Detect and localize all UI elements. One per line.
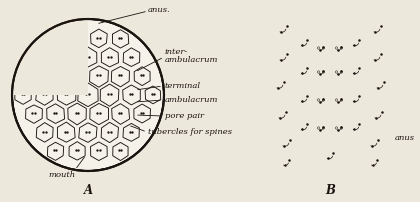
Polygon shape bbox=[69, 142, 85, 160]
Polygon shape bbox=[285, 78, 322, 120]
Text: terminal: terminal bbox=[165, 82, 201, 90]
Text: mouth: mouth bbox=[48, 171, 76, 179]
Polygon shape bbox=[58, 48, 75, 68]
Polygon shape bbox=[36, 123, 53, 142]
Polygon shape bbox=[36, 48, 53, 67]
Polygon shape bbox=[311, 60, 332, 85]
Polygon shape bbox=[265, 5, 302, 51]
Polygon shape bbox=[101, 122, 118, 143]
Text: pore pair: pore pair bbox=[165, 112, 204, 120]
Polygon shape bbox=[326, 84, 341, 101]
Polygon shape bbox=[331, 85, 347, 103]
Polygon shape bbox=[112, 104, 130, 124]
Polygon shape bbox=[47, 142, 64, 160]
Bar bbox=[0, 0, 88, 95]
Polygon shape bbox=[26, 105, 42, 123]
Polygon shape bbox=[358, 92, 398, 136]
Polygon shape bbox=[113, 142, 128, 161]
Polygon shape bbox=[123, 123, 139, 141]
Polygon shape bbox=[78, 83, 98, 107]
Polygon shape bbox=[91, 29, 107, 48]
Polygon shape bbox=[357, 143, 391, 181]
Polygon shape bbox=[328, 87, 351, 112]
Polygon shape bbox=[111, 66, 129, 87]
Polygon shape bbox=[57, 84, 76, 105]
Polygon shape bbox=[145, 86, 161, 104]
Polygon shape bbox=[319, 87, 337, 103]
Polygon shape bbox=[339, 76, 375, 117]
Polygon shape bbox=[310, 86, 332, 113]
Text: ambulacrum: ambulacrum bbox=[165, 96, 218, 104]
Polygon shape bbox=[325, 77, 341, 93]
Polygon shape bbox=[48, 30, 64, 48]
Polygon shape bbox=[79, 123, 97, 142]
Circle shape bbox=[340, 47, 343, 49]
Polygon shape bbox=[69, 29, 86, 48]
Polygon shape bbox=[309, 35, 333, 60]
Polygon shape bbox=[316, 138, 345, 171]
Bar bbox=[224, 0, 360, 95]
Text: tubercles for spines: tubercles for spines bbox=[148, 128, 232, 136]
Polygon shape bbox=[266, 121, 306, 163]
Polygon shape bbox=[338, 50, 375, 91]
Text: A: A bbox=[84, 183, 92, 197]
Polygon shape bbox=[15, 86, 31, 104]
Circle shape bbox=[340, 127, 343, 129]
Polygon shape bbox=[328, 16, 348, 38]
Polygon shape bbox=[123, 48, 140, 66]
Polygon shape bbox=[89, 66, 108, 87]
Polygon shape bbox=[134, 67, 150, 86]
Circle shape bbox=[317, 127, 320, 129]
Polygon shape bbox=[285, 50, 322, 89]
Polygon shape bbox=[47, 67, 64, 86]
Polygon shape bbox=[338, 22, 373, 63]
Circle shape bbox=[340, 99, 343, 101]
Polygon shape bbox=[338, 106, 374, 145]
Polygon shape bbox=[113, 30, 129, 48]
Polygon shape bbox=[333, 73, 349, 87]
Circle shape bbox=[317, 47, 320, 49]
Circle shape bbox=[335, 71, 338, 73]
Polygon shape bbox=[91, 142, 107, 161]
Text: anus.: anus. bbox=[148, 6, 171, 14]
Circle shape bbox=[335, 47, 338, 49]
Polygon shape bbox=[260, 64, 300, 107]
Polygon shape bbox=[358, 35, 398, 79]
Polygon shape bbox=[269, 144, 303, 181]
Polygon shape bbox=[287, 105, 321, 147]
Polygon shape bbox=[100, 84, 119, 106]
Text: inter-: inter- bbox=[165, 48, 188, 56]
Circle shape bbox=[322, 71, 325, 73]
Circle shape bbox=[335, 99, 338, 101]
Circle shape bbox=[340, 71, 343, 73]
Polygon shape bbox=[26, 66, 42, 85]
Circle shape bbox=[317, 71, 320, 73]
Polygon shape bbox=[359, 7, 396, 51]
Polygon shape bbox=[310, 114, 333, 141]
Text: anus: anus bbox=[395, 134, 415, 142]
Polygon shape bbox=[67, 65, 87, 87]
Circle shape bbox=[322, 47, 325, 49]
Circle shape bbox=[322, 99, 325, 101]
Polygon shape bbox=[327, 115, 350, 140]
Polygon shape bbox=[101, 48, 118, 67]
Polygon shape bbox=[36, 85, 53, 105]
Circle shape bbox=[317, 99, 320, 101]
Polygon shape bbox=[327, 60, 351, 85]
Polygon shape bbox=[318, 71, 333, 88]
Polygon shape bbox=[68, 103, 87, 125]
Polygon shape bbox=[262, 91, 301, 134]
Polygon shape bbox=[362, 62, 401, 107]
Polygon shape bbox=[79, 47, 97, 67]
Polygon shape bbox=[90, 103, 108, 125]
Polygon shape bbox=[47, 104, 65, 123]
Circle shape bbox=[335, 127, 338, 129]
Polygon shape bbox=[123, 85, 140, 105]
Polygon shape bbox=[134, 104, 150, 123]
Polygon shape bbox=[328, 35, 350, 61]
Circle shape bbox=[322, 127, 325, 129]
Polygon shape bbox=[58, 122, 75, 142]
Polygon shape bbox=[312, 14, 331, 36]
Polygon shape bbox=[354, 119, 394, 166]
